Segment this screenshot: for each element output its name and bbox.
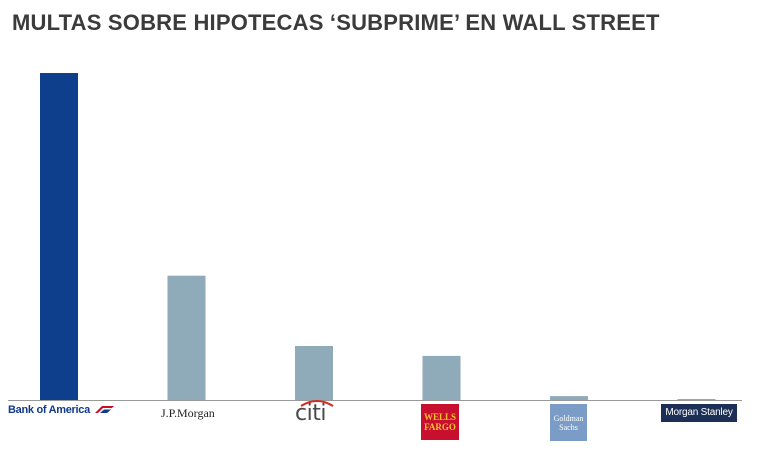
citi-arc-icon <box>300 400 334 407</box>
bank-of-america-logo: Bank of America <box>8 404 115 416</box>
bank-of-america-flag-icon <box>94 406 114 413</box>
bar-bank-of-america <box>40 73 78 400</box>
bar-morgan-stanley <box>677 399 716 400</box>
goldman-sachs-line1: Goldman <box>553 413 584 423</box>
bar-goldman-sachs <box>550 396 588 400</box>
jp-morgan-logo: J.P.Morgan <box>161 406 215 420</box>
wells-fargo-logo: WELLS FARGO <box>421 404 459 440</box>
wells-fargo-line2: FARGO <box>424 422 456 432</box>
wells-fargo-line1: WELLS <box>423 412 456 422</box>
citi-logo: citi <box>295 400 334 426</box>
citi-label: citi <box>295 401 326 426</box>
bar-citi <box>295 346 333 400</box>
bar-wells-fargo <box>422 355 461 400</box>
goldman-sachs-line2: Sachs <box>559 422 578 432</box>
bank-of-america-label: Bank of America <box>8 404 90 416</box>
bar-j-p-morgan <box>167 275 206 400</box>
morgan-stanley-logo: Morgan Stanley <box>661 404 737 422</box>
chart-title: MULTAS SOBRE HIPOTECAS ‘SUBPRIME’ EN WAL… <box>12 10 660 35</box>
goldman-sachs-logo: Goldman Sachs <box>550 404 587 441</box>
